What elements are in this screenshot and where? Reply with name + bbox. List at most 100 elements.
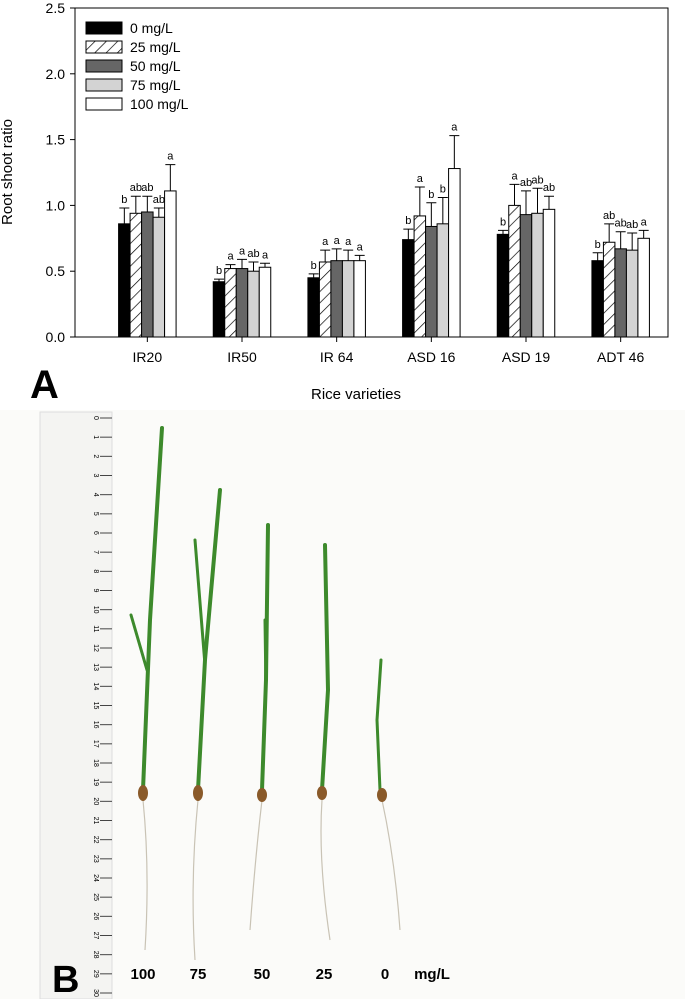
error-bar [426, 202, 437, 227]
ruler-number: 15 [92, 702, 99, 710]
bar [341, 260, 355, 338]
x-tick-label: IR50 [227, 349, 257, 365]
significance-letter: ab [141, 182, 153, 194]
error-bar [509, 183, 520, 206]
ruler-number: 10 [92, 606, 99, 614]
legend-swatch [85, 40, 123, 54]
legend-label: 75 mg/L [130, 77, 181, 93]
significance-letter: a [227, 251, 234, 263]
ruler-number: 29 [92, 970, 99, 978]
bar [307, 277, 320, 338]
concentration-label: 50 [254, 966, 271, 983]
bar [235, 268, 249, 338]
significance-letter: ab [247, 248, 259, 260]
roots [142, 799, 401, 961]
error-bar [331, 248, 342, 261]
bar [542, 208, 556, 338]
error-bar [498, 229, 508, 235]
error-bar [142, 195, 153, 212]
significance-letter: b [311, 260, 317, 272]
error-bar [343, 249, 354, 261]
significance-letter: a [334, 235, 341, 247]
significance-letter: a [322, 236, 329, 248]
significance-letter: b [121, 194, 127, 206]
y-tick-label: 2.0 [46, 66, 66, 82]
error-bar [214, 278, 224, 282]
bar [318, 261, 332, 338]
ruler-number: 2 [92, 454, 99, 458]
ruler-number: 19 [92, 778, 99, 786]
ruler-number: 1 [92, 435, 99, 439]
significance-letter: a [345, 236, 352, 248]
legend-label: 100 mg/L [130, 96, 189, 112]
ruler-number: 6 [92, 531, 99, 535]
ruler-number: 21 [92, 817, 99, 825]
bar [508, 204, 521, 338]
error-bar [308, 273, 319, 278]
bar [247, 270, 260, 338]
significance-letter: a [357, 241, 364, 253]
bar [258, 266, 272, 338]
seedlings [129, 426, 383, 792]
bar [330, 260, 343, 338]
error-bar [248, 261, 259, 272]
error-bar [638, 229, 649, 239]
significance-letter: ab [603, 210, 615, 222]
significance-letter: ab [626, 219, 638, 231]
bar [118, 223, 131, 338]
y-tick-label: 0.5 [46, 263, 66, 279]
ruler-number: 8 [92, 569, 99, 573]
bar [164, 190, 177, 338]
ruler-number: 24 [92, 874, 99, 882]
error-bar [414, 186, 425, 216]
error-bar [615, 231, 626, 249]
significance-letter: b [440, 184, 446, 196]
ruler-number: 22 [92, 836, 99, 844]
error-bar [627, 232, 638, 251]
bar [448, 168, 461, 338]
unit-label: mg/L [414, 966, 450, 983]
bar [141, 211, 154, 338]
bar [496, 233, 510, 338]
photo-background [0, 410, 685, 999]
ruler-number: 16 [92, 721, 99, 729]
significance-letter: a [511, 170, 518, 182]
bar [212, 281, 226, 338]
error-bar [437, 197, 448, 224]
y-axis-title: Root shoot ratio [0, 119, 16, 225]
bar [152, 216, 166, 338]
significance-letter: ab [130, 182, 142, 194]
ruler-number: 20 [92, 797, 99, 805]
legend-swatch [85, 78, 123, 92]
ruler-number: 27 [92, 932, 99, 940]
significance-letter: a [167, 151, 174, 163]
error-bar [449, 135, 460, 169]
error-bar [604, 223, 615, 243]
ruler-number: 17 [92, 740, 99, 748]
significance-letter: b [405, 215, 411, 227]
legend-swatch [85, 21, 123, 35]
concentration-label: 75 [190, 966, 207, 983]
error-bar [119, 207, 130, 224]
bar [591, 260, 604, 338]
significance-letter: b [216, 265, 222, 277]
error-bar [237, 258, 247, 269]
significance-letter: b [595, 239, 601, 251]
ruler-number: 5 [92, 512, 99, 516]
bar [519, 214, 533, 338]
panel-label: A [30, 363, 59, 407]
concentration-label: 25 [316, 966, 333, 983]
x-axis-title: Rice varieties [311, 386, 401, 403]
error-bar [592, 252, 603, 261]
significance-letter: a [239, 245, 246, 257]
legend-swatch [85, 59, 123, 73]
error-bar [521, 190, 531, 215]
ruler-number: 14 [92, 682, 99, 690]
bar [413, 215, 427, 338]
x-tick-label: IR20 [133, 349, 163, 365]
ruler-number: 11 [92, 625, 99, 632]
bar [129, 212, 143, 338]
error-bar [225, 264, 236, 269]
significance-letter: a [641, 216, 648, 228]
